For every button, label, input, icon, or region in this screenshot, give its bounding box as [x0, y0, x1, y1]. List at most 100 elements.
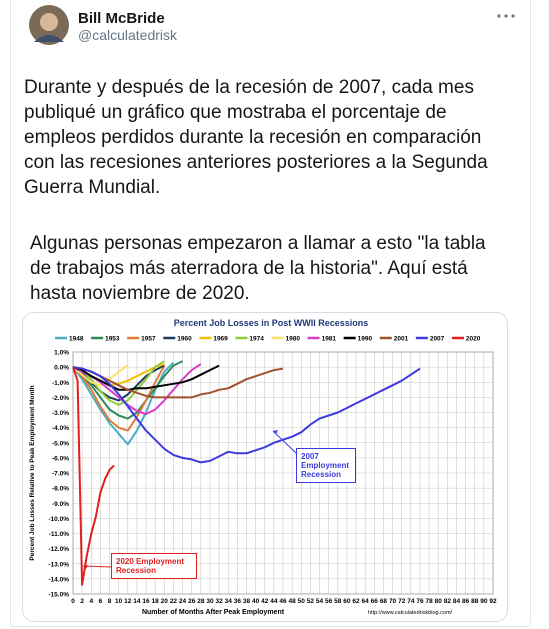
x-tick-label: 36 [234, 598, 242, 605]
x-tick-label: 8 [108, 598, 112, 605]
x-tick-label: 0 [71, 598, 75, 605]
x-tick-label: 82 [444, 598, 452, 605]
y-tick-label: -8.0% [52, 486, 69, 493]
x-tick-label: 52 [307, 598, 315, 605]
x-tick-label: 86 [462, 598, 470, 605]
x-tick-label: 66 [371, 598, 379, 605]
x-tick-label: 56 [325, 598, 333, 605]
arrow-head [273, 430, 278, 434]
legend-label: 1957 [141, 336, 156, 343]
x-tick-label: 90 [480, 598, 488, 605]
y-tick-label: -13.0% [48, 561, 69, 568]
series-line [72, 360, 165, 406]
legend-label: 2001 [394, 336, 409, 343]
series-line [72, 365, 166, 432]
y-tick-label: -7.0% [52, 471, 69, 478]
x-tick-label: 88 [471, 598, 479, 605]
x-tick-label: 10 [115, 598, 123, 605]
x-tick-label: 34 [225, 598, 233, 605]
series-line [72, 366, 115, 586]
chart: Percent Job Losses in Post WWII Recessio… [29, 318, 497, 616]
x-tick-label: 16 [142, 598, 150, 605]
x-tick-label: 12 [124, 598, 132, 605]
x-tick-label: 4 [89, 598, 93, 605]
tweet-card [10, 0, 531, 627]
y-tick-label: -9.0% [52, 501, 69, 508]
legend-label: 2020 [466, 336, 481, 343]
legend-label: 1969 [213, 336, 228, 343]
x-tick-label: 28 [197, 598, 205, 605]
x-tick-label: 80 [435, 598, 443, 605]
x-tick-label: 74 [407, 598, 415, 605]
y-tick-label: -2.0% [52, 395, 69, 402]
x-tick-label: 68 [380, 598, 388, 605]
x-tick-label: 42 [261, 598, 269, 605]
x-tick-label: 44 [270, 598, 278, 605]
x-tick-label: 58 [334, 598, 342, 605]
series-line [72, 364, 220, 391]
legend-label: 1960 [177, 336, 192, 343]
x-tick-label: 54 [316, 598, 324, 605]
avatar[interactable] [28, 4, 70, 46]
legend-label: 1948 [69, 336, 84, 343]
legend-label: 1953 [105, 336, 120, 343]
x-tick-label: 50 [298, 598, 306, 605]
x-tick-label: 72 [398, 598, 406, 605]
tweet-text: Algunas personas empezaron a llamar a es… [30, 233, 486, 304]
x-tick-label: 62 [352, 598, 360, 605]
x-tick-label: 14 [133, 598, 141, 605]
x-tick-label: 92 [489, 598, 497, 605]
y-tick-label: -12.0% [48, 546, 69, 553]
arrow-head [83, 565, 88, 569]
more-menu[interactable] [496, 12, 516, 20]
y-tick-label: -4.0% [52, 425, 69, 432]
annotation-arrow [82, 565, 112, 568]
x-tick-label: 78 [425, 598, 433, 605]
annotation: 2007 Employment Recession [296, 448, 356, 483]
x-tick-label: 64 [362, 598, 370, 605]
series-line [72, 366, 421, 464]
y-axis-label: Percent Job Losses Relative to Peak Empl… [29, 385, 36, 560]
source-credit: http://www.calculatedriskblog.com/ [368, 610, 453, 616]
legend-label: 2007 [430, 336, 445, 343]
x-tick-label: 84 [453, 598, 461, 605]
series-line [72, 360, 184, 420]
x-tick-label: 22 [170, 598, 178, 605]
user-name[interactable]: Bill McBride [78, 10, 165, 27]
x-tick-label: 60 [343, 598, 351, 605]
x-tick-label: 48 [289, 598, 297, 605]
y-tick-label: -15.0% [48, 592, 69, 599]
y-tick-label: 1.0% [54, 350, 69, 357]
x-tick-label: 46 [279, 598, 287, 605]
plot-frame [72, 351, 494, 595]
x-tick-label: 70 [389, 598, 397, 605]
y-tick-label: 0.0% [54, 365, 69, 372]
annotation-arrow [272, 430, 297, 454]
x-axis-label: Number of Months After Peak Employment [142, 609, 285, 616]
x-tick-label: 38 [243, 598, 251, 605]
x-tick-label: 76 [416, 598, 424, 605]
x-tick-label: 24 [179, 598, 187, 605]
series-line [72, 366, 284, 399]
legend-label: 1990 [358, 336, 373, 343]
series-line [72, 364, 129, 387]
y-tick-label: -5.0% [52, 440, 69, 447]
user-handle[interactable]: @calculatedrisk [78, 27, 178, 43]
x-tick-label: 26 [188, 598, 196, 605]
chart-image[interactable]: Percent Job Losses in Post WWII Recessio… [22, 312, 508, 622]
x-tick-label: 20 [161, 598, 169, 605]
legend-label: 1981 [322, 336, 337, 343]
x-tick-label: 6 [99, 598, 103, 605]
y-tick-label: -10.0% [48, 516, 69, 523]
legend-label: 1974 [249, 336, 264, 343]
x-tick-label: 40 [252, 598, 260, 605]
chart-title: Percent Job Losses in Post WWII Recessio… [174, 318, 369, 328]
y-tick-label: -1.0% [52, 380, 69, 387]
y-tick-label: -14.0% [48, 576, 69, 583]
legend-label: 1980 [286, 336, 301, 343]
annotation: 2020 Employment Recession [111, 553, 197, 579]
tweet-text: Durante y después de la recesión de 2007… [24, 77, 488, 198]
x-tick-label: 32 [215, 598, 223, 605]
x-tick-label: 30 [206, 598, 214, 605]
